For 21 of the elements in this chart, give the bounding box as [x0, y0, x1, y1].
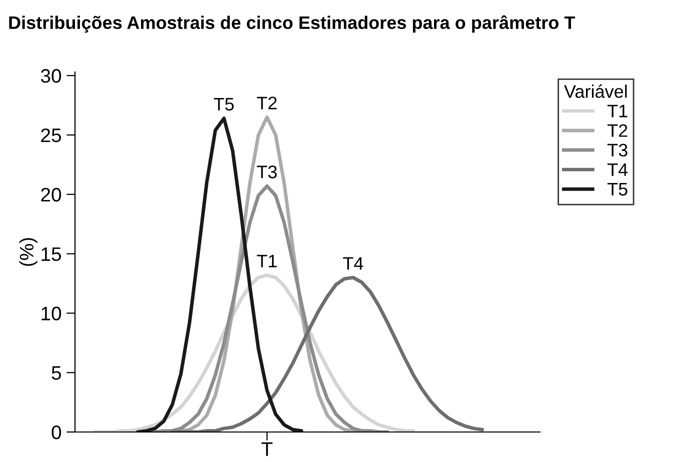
- y-tick-label: 20: [41, 188, 62, 202]
- y-tick-label: 30: [40, 69, 62, 83]
- legend-label: T2: [607, 124, 628, 137]
- y-tick-label: 0: [52, 425, 62, 440]
- y-tick-label: 5: [52, 366, 61, 380]
- legend-title: Variável: [564, 84, 627, 98]
- text: T5: [214, 98, 234, 111]
- legend-label: T3: [607, 144, 628, 157]
- legend-label: T1: [607, 104, 628, 118]
- chart-title: Distribuições Amostrais de cinco Estimadores para o parâmetro T: [9, 15, 576, 33]
- y-axis-title: (%): [19, 238, 38, 266]
- legend-label: T5: [607, 183, 628, 196]
- y-tick-label: 10: [42, 306, 62, 320]
- legend-label: T4: [607, 163, 628, 176]
- text: T2: [256, 96, 277, 110]
- text: T1: [256, 254, 277, 268]
- text: T4: [343, 257, 364, 270]
- y-tick-label: 15: [42, 247, 61, 262]
- text: T3: [256, 166, 277, 178]
- y-tick-label: 25: [41, 128, 61, 142]
- x-tick-label: T: [262, 442, 273, 456]
